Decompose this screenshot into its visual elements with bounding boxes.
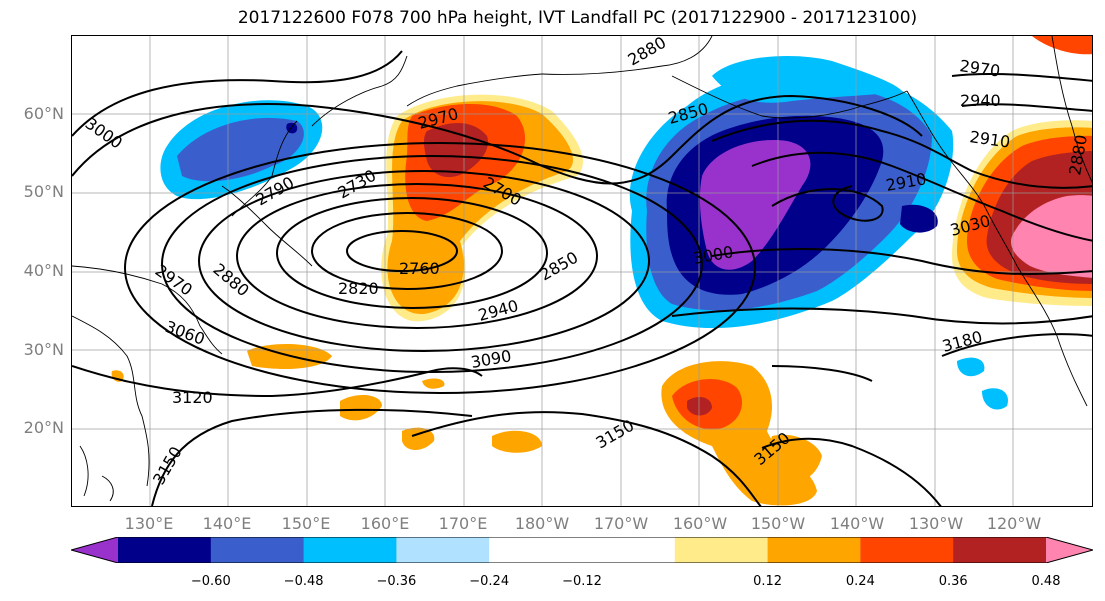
colorbar-cell <box>860 537 954 563</box>
shade-subtrop-w5 <box>492 430 542 453</box>
colorbar-tick-label: 0.48 <box>1031 574 1061 589</box>
shade-ne-corner <box>1032 36 1092 55</box>
height-contours <box>72 50 1092 506</box>
shade-bering-darkred <box>423 122 488 178</box>
contour-label-2760: 2760 <box>399 259 440 278</box>
colorbar-tick-label: 0.24 <box>845 574 875 589</box>
lon-label-150w: 150°W <box>750 514 806 533</box>
shade-goa-dark-east <box>900 204 938 233</box>
shade-kamchatka-mid <box>177 117 304 182</box>
colorbar-extend-high <box>1046 537 1093 563</box>
colorbar-tick-label: −0.48 <box>283 574 324 589</box>
contour-label-3150-west: 3150 <box>149 443 186 488</box>
colorbar-tick-label: 0.12 <box>753 574 783 589</box>
contour-label-3180: 3180 <box>940 327 984 356</box>
colorbar-cell <box>582 537 676 563</box>
shade-subtrop-w3 <box>402 427 435 451</box>
lon-label-180w: 180°W <box>514 514 570 533</box>
contour-label-2940-east: 2940 <box>960 91 1001 110</box>
contour-label-2820: 2820 <box>338 279 379 298</box>
lat-label-30n: 30°N <box>23 340 64 359</box>
colorbar-cells <box>71 537 1093 563</box>
colorbar-cell <box>489 537 583 563</box>
contour-label-2730: 2730 <box>335 166 380 203</box>
shade-pnw-pink <box>1011 195 1092 278</box>
colorbar <box>71 537 1093 563</box>
map-title: 2017122600 F078 700 hPa height, IVT Land… <box>237 8 918 28</box>
colorbar-cell <box>953 537 1047 563</box>
colorbar-cell <box>396 537 490 563</box>
coastlines <box>72 36 1092 502</box>
colorbar-cell <box>767 537 861 563</box>
lon-label-140w: 140°W <box>829 514 885 533</box>
shade-subtrop-w2 <box>340 394 382 421</box>
map-canvas: 3000 2790 2970 2880 3060 3120 3150 2730 … <box>72 36 1092 506</box>
lon-label-150e: 150°E <box>281 514 331 533</box>
contour-label-2880-north: 2880 <box>625 36 670 69</box>
shade-subtrop-blue1 <box>957 357 985 377</box>
contour-label-3060: 3060 <box>163 317 208 349</box>
contour-label-2910-east: 2910 <box>968 127 1011 151</box>
contour-label-3150-central: 3150 <box>593 416 638 453</box>
colorbar-tick-label: −0.24 <box>469 574 510 589</box>
contour-label-2970-east: 2970 <box>958 56 1001 80</box>
lat-label-20n: 20°N <box>23 418 64 437</box>
map-panel: 3000 2790 2970 2880 3060 3120 3150 2730 … <box>71 35 1093 507</box>
lon-label-160e: 160°E <box>360 514 410 533</box>
colorbar-tick-label: −0.60 <box>190 574 231 589</box>
colorbar-tick-label: −0.36 <box>376 574 417 589</box>
contour-label-3120: 3120 <box>172 388 213 407</box>
shade-hawaii-yellow <box>661 361 817 506</box>
colorbar-cell <box>118 537 212 563</box>
lat-label-50n: 50°N <box>23 182 64 201</box>
shade-goa-purple <box>699 140 811 270</box>
lon-label-130e: 130°E <box>124 514 174 533</box>
colorbar-tick-label: −0.12 <box>562 574 602 589</box>
shade-subtrop-w4 <box>422 378 445 389</box>
contour-label-2970-west: 2970 <box>152 261 196 300</box>
shade-alaska-light <box>712 56 902 103</box>
contour-label-2850-central: 2850 <box>537 248 582 285</box>
lon-label-170e: 170°E <box>438 514 488 533</box>
lon-label-140e: 140°E <box>202 514 252 533</box>
lon-label-160w: 160°W <box>672 514 728 533</box>
lon-label-130w: 130°W <box>908 514 964 533</box>
lat-label-40n: 40°N <box>23 261 64 280</box>
colorbar-extend-low <box>71 537 118 563</box>
colorbar-tick-label: 0.36 <box>938 574 968 589</box>
colorbar-cell <box>674 537 769 563</box>
lat-label-60n: 60°N <box>23 104 64 123</box>
shade-subtrop-e1 <box>770 434 822 480</box>
lon-label-120w: 120°W <box>986 514 1042 533</box>
colorbar-cell <box>210 537 305 563</box>
lon-label-170w: 170°W <box>593 514 649 533</box>
colorbar-cell <box>303 537 397 563</box>
shade-subtrop-blue2 <box>982 388 1008 410</box>
